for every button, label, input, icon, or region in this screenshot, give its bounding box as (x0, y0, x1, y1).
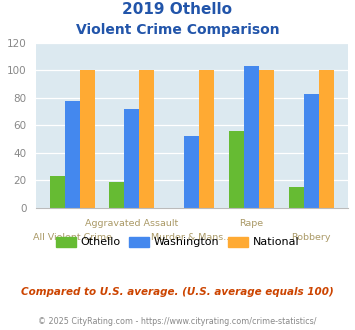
Bar (304, 94, 319, 208)
Text: 2019 Othello: 2019 Othello (122, 2, 233, 16)
Bar (289, 187, 304, 208)
Bar (244, 66, 259, 208)
Legend: Othello, Washington, National: Othello, Washington, National (51, 232, 304, 252)
Bar (109, 182, 125, 208)
Bar (319, 70, 334, 208)
Bar (140, 70, 154, 208)
Bar (199, 70, 214, 208)
Bar (80, 70, 94, 208)
Bar (50, 176, 65, 208)
Text: © 2025 CityRating.com - https://www.cityrating.com/crime-statistics/: © 2025 CityRating.com - https://www.city… (38, 317, 317, 326)
Text: All Violent Crime: All Violent Crime (33, 233, 111, 242)
Text: Compared to U.S. average. (U.S. average equals 100): Compared to U.S. average. (U.S. average … (21, 287, 334, 297)
Bar (125, 109, 140, 208)
Bar (184, 136, 199, 208)
Bar (65, 101, 80, 208)
Bar (259, 70, 274, 208)
Text: Rape: Rape (239, 219, 263, 228)
Text: Violent Crime Comparison: Violent Crime Comparison (76, 23, 279, 37)
Text: Aggravated Assault: Aggravated Assault (85, 219, 179, 228)
Text: Murder & Mans...: Murder & Mans... (151, 233, 232, 242)
Text: Robbery: Robbery (291, 233, 331, 242)
Bar (229, 131, 244, 208)
